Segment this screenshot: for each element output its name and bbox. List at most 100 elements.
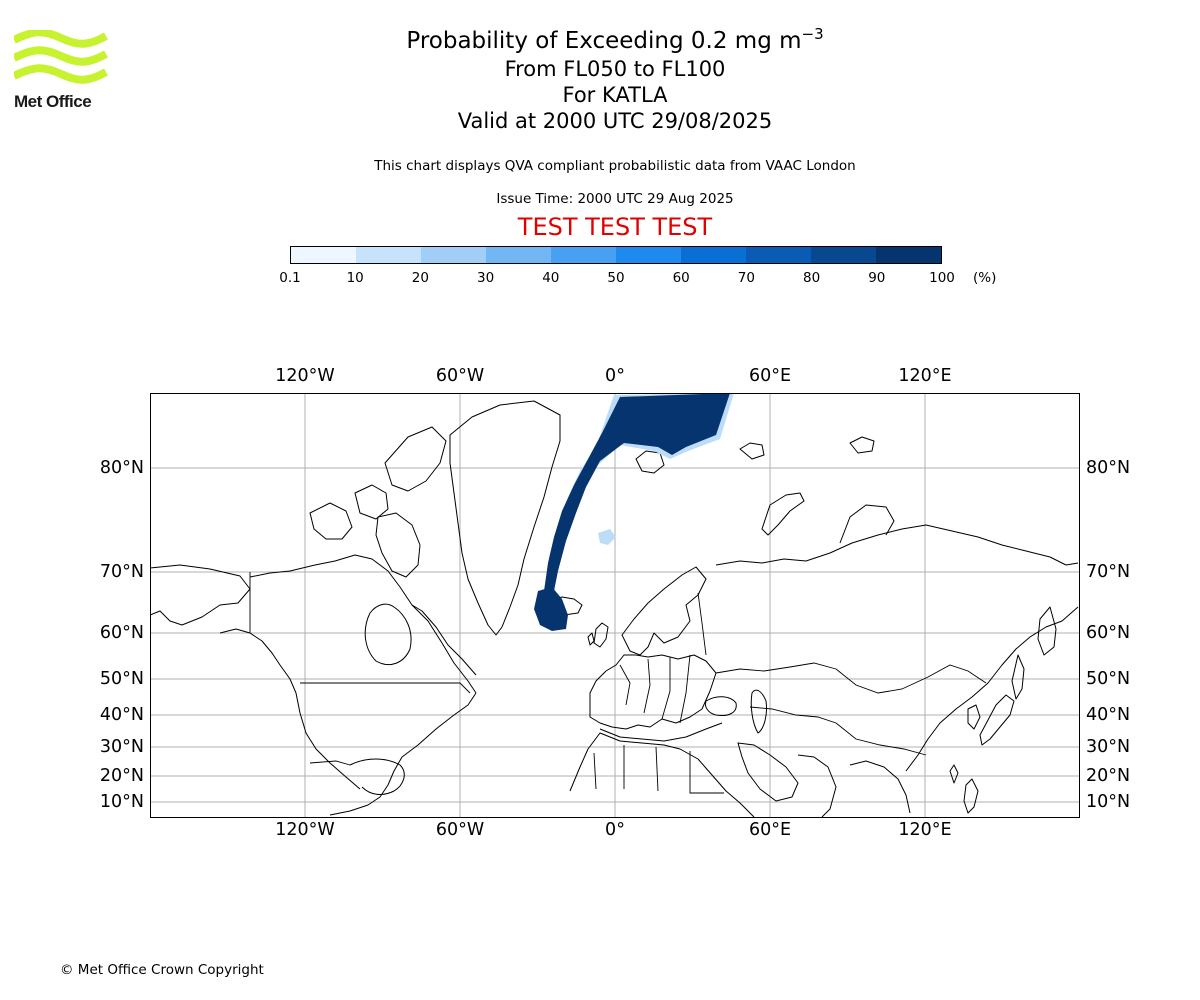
colorbar-tick-label: 0.1 <box>279 270 301 286</box>
lon-label-top: 60°W <box>435 366 485 386</box>
issue-time: Issue Time: 2000 UTC 29 Aug 2025 <box>496 191 734 207</box>
franz-josef-land <box>739 442 765 460</box>
colorbar-segment <box>681 247 746 263</box>
border-europe-internal <box>619 654 691 724</box>
met-office-waves-icon <box>12 28 108 84</box>
korea <box>967 704 981 730</box>
europe-coast <box>589 654 717 730</box>
japan <box>979 694 1015 746</box>
scandinavia <box>621 566 707 656</box>
labrador-coast <box>411 604 477 676</box>
colorbar-tick-label: 10 <box>346 270 364 286</box>
map <box>150 393 1080 818</box>
lat-label-right: 40°N <box>1086 705 1131 725</box>
arctic-archipelago-2 <box>354 484 389 520</box>
border-europe-russia <box>697 592 707 656</box>
taiwan <box>949 764 959 784</box>
border-us-canada <box>300 682 471 694</box>
lat-label-left: 40°N <box>99 705 144 725</box>
border-central-asia <box>749 706 837 724</box>
lon-label-top: 120°W <box>275 366 335 386</box>
colorbar-segment <box>356 247 421 263</box>
svalbard <box>635 450 665 474</box>
lon-label-bottom: 120°W <box>275 820 335 840</box>
colorbar-tick-label: 90 <box>868 270 886 286</box>
chart-title: Probability of Exceeding 0.2 mg m−3 <box>406 25 824 55</box>
hudson-bay <box>364 603 412 665</box>
greenland <box>449 400 561 636</box>
alaska-coast <box>150 564 251 626</box>
alaska-panhandle <box>219 628 297 694</box>
border-us-mexico <box>309 760 351 766</box>
colorbar-tick-label: 60 <box>672 270 690 286</box>
colorbar-segment <box>811 247 876 263</box>
lat-label-right: 30°N <box>1086 737 1131 757</box>
colorbar-segment <box>291 247 356 263</box>
colorbar <box>290 246 942 264</box>
canada-arctic-coast <box>249 554 477 694</box>
russia-east-coast <box>905 606 1079 772</box>
north-africa <box>569 732 755 818</box>
political-borders <box>249 572 987 794</box>
lon-label-bottom: 60°E <box>748 820 792 840</box>
coastlines <box>150 400 1079 818</box>
copyright-notice: © Met Office Crown Copyright <box>60 962 264 978</box>
taymyr-peninsula <box>839 504 895 544</box>
colorbar-tick-label: 20 <box>411 270 429 286</box>
ash-probability-plume <box>534 393 734 631</box>
graticule <box>150 393 1080 818</box>
ellesmere-island <box>384 426 447 492</box>
colorbar-segment <box>551 247 616 263</box>
met-office-logo: Met Office <box>12 28 108 112</box>
lat-label-left: 20°N <box>99 766 144 786</box>
border-russia-china <box>835 664 987 694</box>
title-block: Probability of Exceeding 0.2 mg m−3 From… <box>265 26 965 134</box>
colorbar-tick-label: 100 <box>929 270 955 286</box>
colorbar-unit: (%) <box>973 270 997 286</box>
lat-label-left: 30°N <box>99 737 144 757</box>
usa-west-coast <box>295 692 361 790</box>
lon-label-bottom: 120°E <box>898 820 952 840</box>
lat-label-right: 50°N <box>1086 669 1131 689</box>
lat-label-right: 70°N <box>1086 562 1131 582</box>
logo-text: Met Office <box>14 92 92 111</box>
plume-isolated-patch <box>598 529 616 545</box>
arctic-archipelago-1 <box>309 502 353 540</box>
caspian-sea <box>750 689 767 734</box>
colorbar-segment <box>746 247 811 263</box>
flight-level-range: From FL050 to FL100 <box>504 57 726 81</box>
lon-label-top: 0° <box>605 366 625 386</box>
lat-label-right: 20°N <box>1086 766 1131 786</box>
border-kazakhstan-north <box>715 662 837 674</box>
lon-label-top: 60°E <box>748 366 792 386</box>
arabian-peninsula <box>737 742 799 802</box>
gulf-of-mexico <box>349 758 405 795</box>
lat-label-left: 10°N <box>99 792 144 812</box>
test-banner: TEST TEST TEST <box>517 213 713 241</box>
border-north-africa <box>593 745 724 794</box>
lon-label-top: 120°E <box>898 366 952 386</box>
novaya-zemlya <box>761 492 805 536</box>
volcano-name: For KATLA <box>562 83 668 107</box>
colorbar-tick-label: 30 <box>477 270 495 286</box>
mediterranean <box>599 722 723 742</box>
lat-label-left: 50°N <box>99 669 144 689</box>
lat-label-left: 80°N <box>99 458 144 478</box>
baffin-island <box>375 512 421 578</box>
lat-label-left: 60°N <box>99 623 144 643</box>
description-note: This chart displays QVA compliant probab… <box>374 158 856 174</box>
colorbar-tick-label: 40 <box>542 270 560 286</box>
colorbar-segment <box>421 247 486 263</box>
colorbar-tick-label: 80 <box>803 270 821 286</box>
plume-core <box>544 393 730 601</box>
lat-label-right: 60°N <box>1086 623 1131 643</box>
black-sea <box>705 696 737 716</box>
colorbar-segment <box>486 247 551 263</box>
border-china-south <box>835 722 927 756</box>
colorbar-segment <box>616 247 681 263</box>
colorbar-segment <box>876 247 941 263</box>
kamchatka <box>1037 606 1057 656</box>
lon-label-bottom: 60°W <box>435 820 485 840</box>
southeast-asia <box>849 760 911 814</box>
canada-us-east-coast <box>329 692 477 816</box>
